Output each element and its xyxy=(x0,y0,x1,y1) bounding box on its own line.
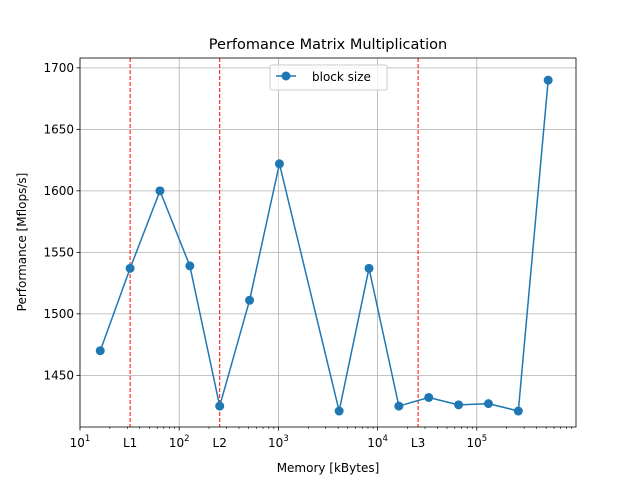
data-point xyxy=(394,401,404,411)
data-point xyxy=(245,295,255,305)
y-tick-label: 1700 xyxy=(43,61,74,75)
x-tick-label: 103 xyxy=(268,434,289,450)
x-tick-label: 102 xyxy=(169,434,190,450)
legend-label: block size xyxy=(312,70,371,84)
data-point xyxy=(334,406,344,416)
y-tick-label: 1500 xyxy=(43,307,74,321)
y-axis-label: Performance [Mflops/s] xyxy=(15,173,29,312)
legend-box xyxy=(269,64,388,91)
x-tick-label: 104 xyxy=(367,434,388,450)
data-point xyxy=(125,263,135,273)
data-point xyxy=(95,346,105,356)
y-tick-label: 1550 xyxy=(43,245,74,259)
chart-title: Perfomance Matrix Multiplication xyxy=(209,37,447,53)
y-axis: 1450 1500 1550 1600 1650 1700 xyxy=(43,61,80,382)
grid xyxy=(79,58,576,427)
series-layer xyxy=(95,75,553,416)
data-point xyxy=(454,400,464,410)
cache-label-l3: L3 xyxy=(411,436,425,450)
data-point xyxy=(155,186,165,196)
data-point xyxy=(215,401,225,411)
data-point xyxy=(364,263,374,273)
data-point xyxy=(543,75,553,85)
y-tick-label: 1600 xyxy=(43,184,74,198)
x-tick-label: 105 xyxy=(466,434,487,450)
cache-label-l2: L2 xyxy=(213,436,227,450)
plot-frame xyxy=(79,57,577,428)
data-point xyxy=(483,399,493,409)
data-point xyxy=(274,159,284,169)
data-point xyxy=(513,406,523,416)
legend-marker-swatch xyxy=(281,71,291,81)
cache-level-lines xyxy=(129,58,419,427)
cache-label-l1: L1 xyxy=(123,436,137,450)
x-tick-label: 101 xyxy=(70,434,91,450)
legend: block size xyxy=(269,64,388,91)
x-axis-label: Memory [kBytes] xyxy=(277,461,380,475)
data-point xyxy=(424,392,434,402)
x-axis: 101 102 103 104 105 L1 L2 L3 xyxy=(70,427,572,450)
y-tick-label: 1650 xyxy=(43,122,74,136)
y-tick-label: 1450 xyxy=(43,368,74,382)
data-point xyxy=(185,261,195,271)
